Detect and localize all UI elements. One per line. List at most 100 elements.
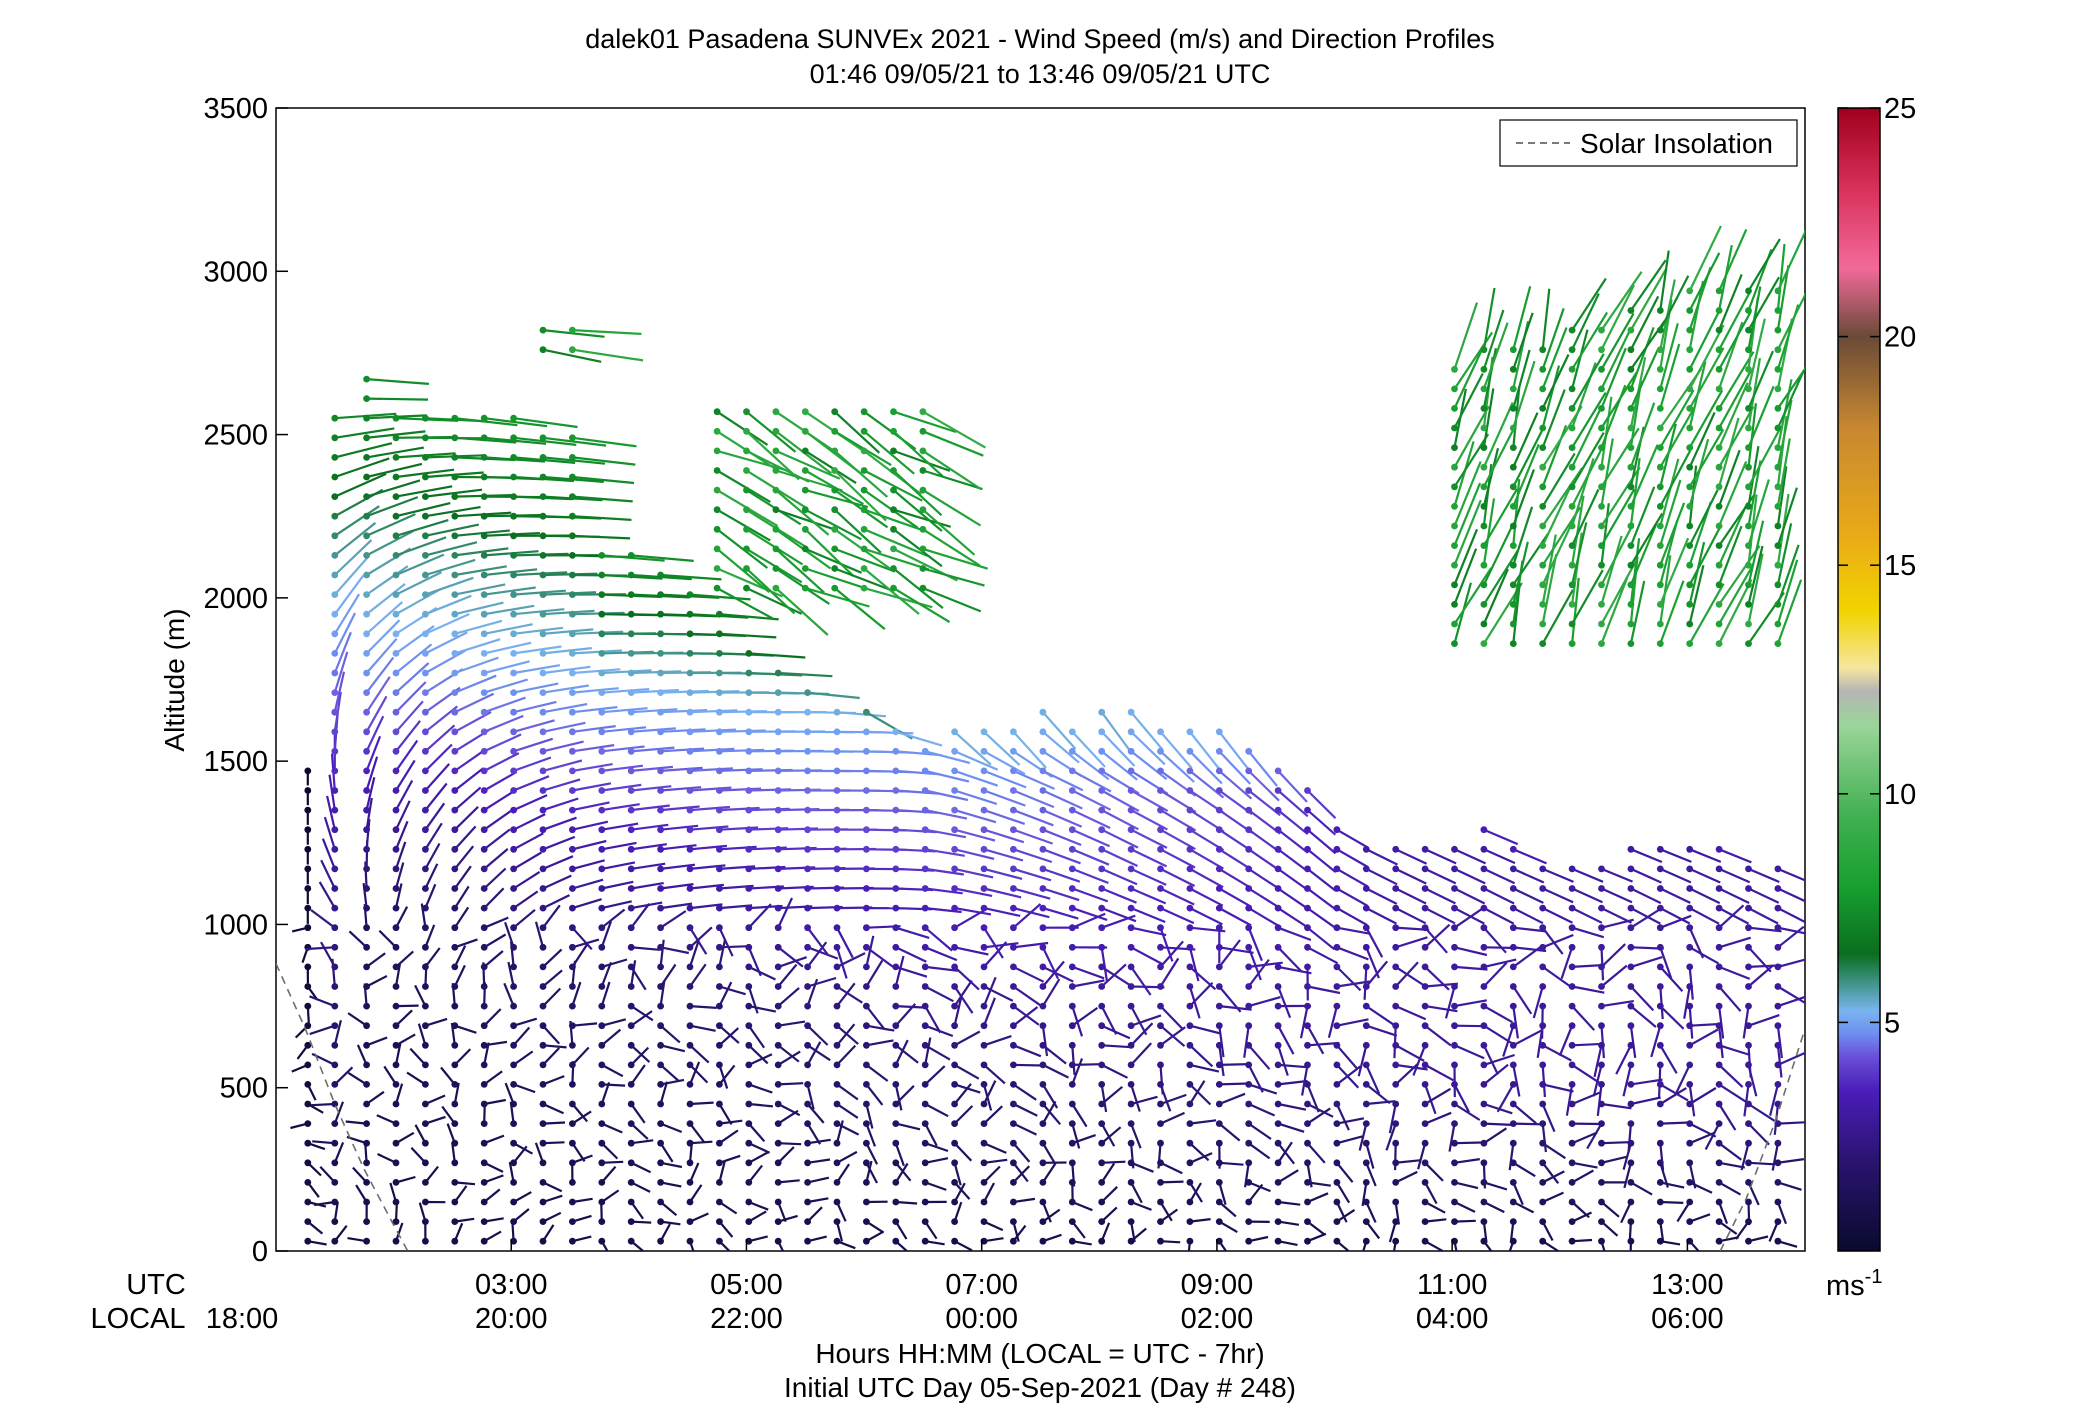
wind-point	[1215, 728, 1223, 736]
wind-point	[1215, 845, 1223, 853]
wind-point	[1333, 845, 1341, 853]
wind-point	[863, 767, 870, 775]
wind-vector	[1453, 1083, 1470, 1113]
wind-point	[892, 1198, 900, 1206]
wind-vector	[483, 933, 507, 949]
wind-point	[510, 630, 517, 638]
wind-point	[1274, 1100, 1282, 1108]
wind-point	[392, 493, 400, 500]
wind-point	[1157, 1237, 1164, 1245]
wind-point	[1539, 385, 1547, 393]
wind-point	[1186, 1061, 1194, 1069]
wind-point	[686, 1100, 694, 1108]
wind-vector	[1482, 388, 1495, 448]
wind-point	[451, 669, 459, 677]
wind-vector	[395, 720, 421, 752]
wind-point	[657, 1237, 664, 1245]
wind-point	[1421, 1198, 1429, 1206]
wind-point	[1215, 904, 1223, 912]
wind-point	[1186, 865, 1194, 873]
wind-point	[510, 826, 517, 834]
wind-vector	[424, 883, 437, 909]
wind-point	[831, 467, 839, 474]
wind-point	[745, 1022, 753, 1030]
wind-vector	[1541, 365, 1561, 429]
wind-point	[863, 983, 870, 990]
wind-point	[804, 1120, 811, 1127]
wind-point	[1480, 640, 1488, 647]
wind-point	[774, 767, 782, 775]
wind-vector	[983, 942, 1019, 949]
wind-vector	[601, 1018, 627, 1027]
wind-vector	[1159, 940, 1184, 968]
wind-point	[331, 767, 339, 775]
wind-vector	[395, 468, 455, 479]
wind-vector	[483, 641, 532, 655]
wind-point	[713, 447, 721, 455]
wind-vector	[483, 887, 505, 909]
wind-point	[1509, 444, 1517, 451]
wind-vector	[1620, 1201, 1632, 1224]
wind-point	[1392, 1081, 1400, 1088]
wind-point	[686, 904, 694, 912]
wind-vector	[1453, 347, 1484, 409]
wind-vector	[424, 947, 441, 968]
wind-point	[363, 630, 370, 638]
wind-vector	[1482, 568, 1509, 625]
wind-vector	[601, 1028, 622, 1047]
wind-vector	[1541, 1221, 1554, 1242]
wind-vector	[1012, 1044, 1042, 1058]
wind-vector	[1277, 986, 1292, 1019]
wind-vector	[1747, 276, 1780, 331]
wind-vector	[631, 804, 670, 812]
wind-vector	[924, 985, 954, 1003]
wind-vector	[512, 908, 536, 929]
wind-point	[1068, 904, 1076, 912]
wind-vector	[1747, 403, 1757, 468]
wind-point	[1745, 620, 1752, 628]
wind-point	[1686, 601, 1694, 608]
wind-point	[713, 565, 721, 572]
wind-point	[892, 1100, 900, 1108]
wind-point	[1127, 806, 1135, 814]
wind-vector	[954, 1030, 981, 1047]
wind-vector	[865, 1103, 874, 1129]
wind-vector	[1453, 499, 1482, 566]
wind-point	[1245, 806, 1253, 814]
wind-point	[1539, 885, 1547, 892]
wind-vector	[394, 841, 407, 870]
wind-point	[1451, 1061, 1458, 1069]
wind-vector	[1301, 1064, 1309, 1096]
wind-point	[1686, 365, 1694, 373]
wind-vector	[542, 329, 605, 338]
wind-point	[1715, 943, 1723, 951]
wind-point	[392, 1002, 400, 1010]
wind-point	[921, 1120, 929, 1127]
wind-point	[1568, 346, 1576, 354]
wind-point	[510, 434, 517, 442]
wind-point	[1274, 1061, 1282, 1069]
wind-vector	[630, 966, 647, 991]
wind-point	[1068, 1022, 1076, 1030]
wind-vector	[1571, 277, 1607, 331]
wind-point	[569, 1061, 576, 1069]
wind-vector	[395, 662, 430, 694]
wind-point	[627, 1179, 635, 1186]
wind-point	[1774, 1002, 1782, 1010]
wind-point	[1098, 1041, 1106, 1049]
wind-vector	[1218, 887, 1252, 908]
wind-vector	[718, 1201, 738, 1215]
wind-vector	[925, 887, 963, 895]
wind-point	[860, 525, 868, 533]
wind-point	[1215, 806, 1223, 814]
wind-point	[833, 1198, 841, 1206]
wind-vector	[836, 1024, 859, 1045]
wind-vector	[1424, 867, 1457, 885]
wind-point	[1598, 581, 1605, 589]
wind-vector	[1747, 425, 1783, 488]
wind-point	[392, 943, 400, 951]
wind-point	[1274, 806, 1282, 814]
wind-vector	[1483, 848, 1516, 865]
wind-point	[1627, 924, 1635, 932]
wind-vector	[395, 800, 411, 831]
